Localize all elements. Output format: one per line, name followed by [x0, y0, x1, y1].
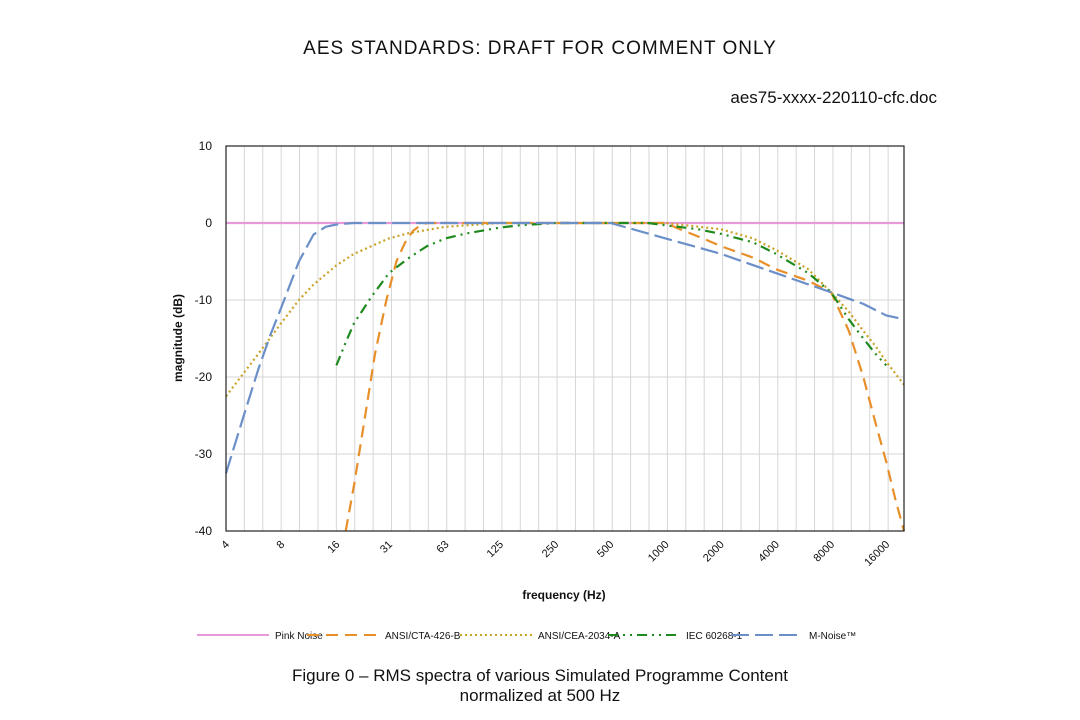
x-tick-label: 16000: [862, 539, 892, 569]
plot-frame: [225, 145, 905, 532]
x-tick-label: 31: [378, 539, 395, 556]
x-tick-label: 4: [219, 539, 232, 552]
y-tick-label: -40: [195, 524, 213, 538]
series-line-4: [335, 221, 888, 367]
series-line-3: [225, 221, 905, 397]
legend-label-2: ANSI/CTA-426-B: [385, 631, 461, 642]
chart-grid: [225, 145, 904, 532]
document-id: aes75-xxxx-220110-cfc.doc: [730, 88, 937, 107]
x-tick-label: 125: [485, 539, 506, 560]
y-tick-label: 10: [199, 139, 213, 153]
x-tick-label: 63: [434, 539, 451, 556]
y-axis-label: magnitude (dB): [171, 294, 185, 382]
chart-series-layer: [224, 221, 906, 532]
legend-label-1: Pink Noise: [275, 631, 323, 642]
y-tick-label: 0: [205, 216, 212, 230]
x-tick-label: 8: [274, 539, 287, 552]
legend-label-3: ANSI/CEA-2034-A: [538, 631, 621, 642]
x-tick-label: 500: [595, 539, 616, 560]
x-tick-label: 4000: [756, 539, 782, 565]
x-tick-label: 1000: [646, 539, 672, 565]
figure-caption: Figure 0 – RMS spectra of various Simula…: [0, 666, 1080, 706]
series-line-5: [224, 221, 905, 474]
x-tick-label: 2000: [701, 539, 727, 565]
x-axis-label: frequency (Hz): [522, 588, 605, 602]
figure-caption-line-1: Figure 0 – RMS spectra of various Simula…: [291, 666, 789, 685]
x-tick-label: 8000: [811, 539, 837, 565]
chart-legend: Pink Noise ANSI/CTA-426-B ANSI/CEA-2034-A I…: [197, 631, 856, 642]
figure-caption-line-2: normalized at 500 Hz: [459, 686, 621, 705]
legend-label-4: IEC 60268-1: [686, 631, 743, 642]
page-header-title: AES STANDARDS: DRAFT FOR COMMENT ONLY: [303, 38, 777, 59]
x-tick-label: 250: [540, 539, 561, 560]
y-tick-label: -20: [195, 370, 213, 384]
legend-label-5: M-Noise™: [809, 631, 856, 642]
spectrum-chart: 10 0 -10 -20 -30 -40 4 8 16 31 63 125 250 500 1000 2000…: [171, 139, 906, 642]
chart-axes: 10 0 -10 -20 -30 -40 4 8 16 31 63 125 250 500 1000 2000…: [195, 139, 905, 569]
y-tick-label: -10: [195, 293, 213, 307]
y-tick-label: -30: [195, 447, 213, 461]
x-tick-label: 16: [325, 539, 342, 556]
